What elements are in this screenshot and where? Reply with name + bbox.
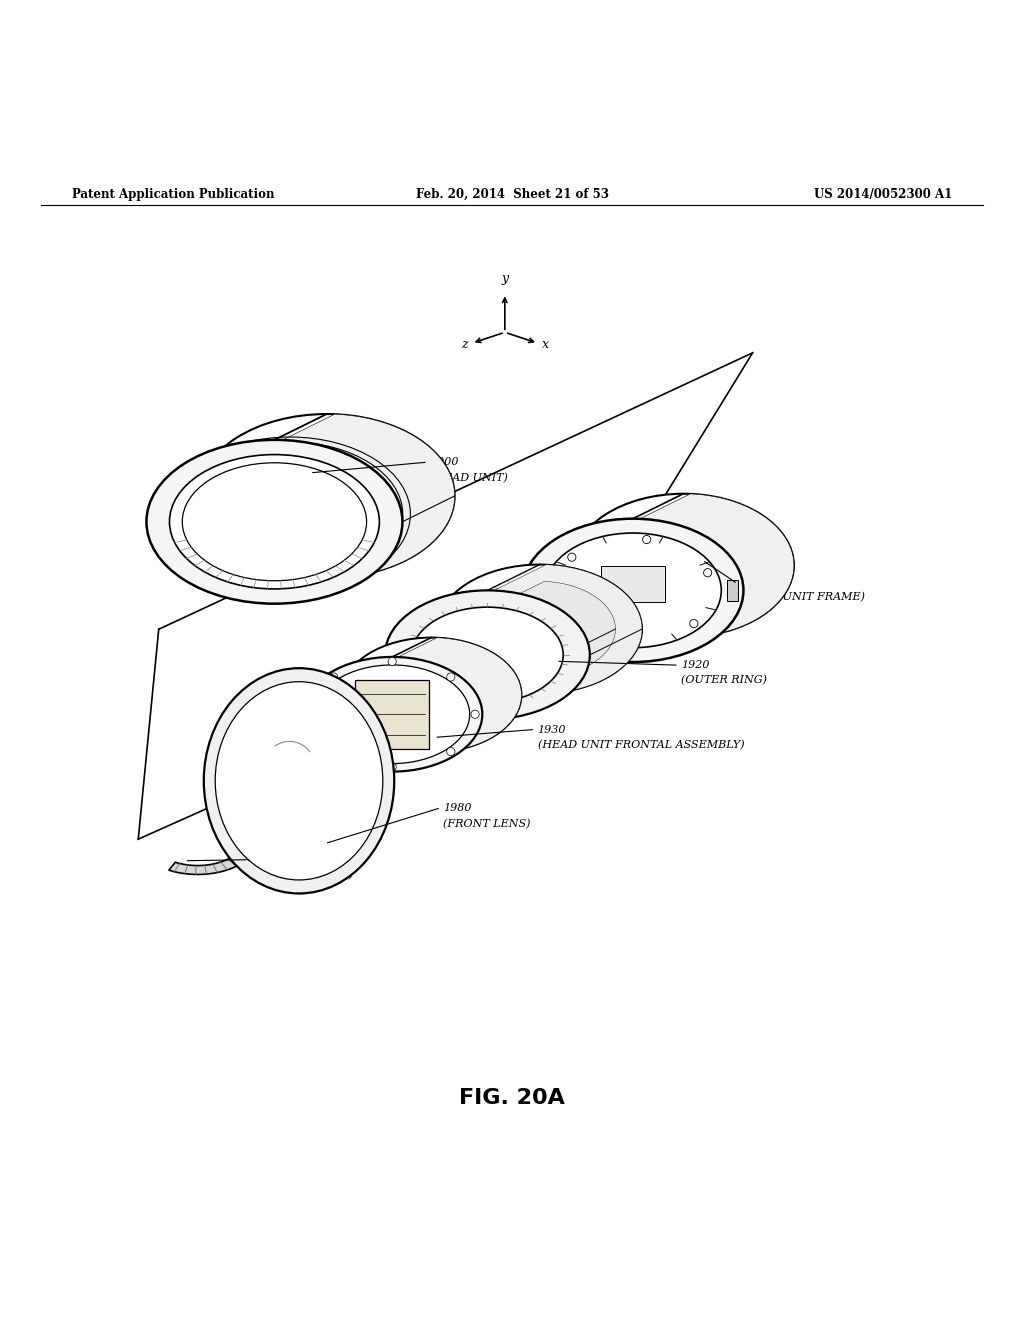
Polygon shape	[398, 638, 521, 771]
Text: 1930: 1930	[538, 725, 566, 735]
Polygon shape	[494, 565, 642, 719]
Bar	[727, 579, 738, 601]
Text: 1990: 1990	[254, 854, 283, 865]
Text: 1920: 1920	[681, 660, 710, 671]
Ellipse shape	[464, 581, 615, 677]
Text: z: z	[461, 338, 468, 351]
Circle shape	[388, 763, 396, 771]
Ellipse shape	[314, 665, 470, 763]
Text: 1900: 1900	[430, 457, 459, 467]
Polygon shape	[640, 494, 794, 661]
Text: (HEAD UNIT): (HEAD UNIT)	[430, 473, 508, 483]
Ellipse shape	[215, 681, 383, 880]
Ellipse shape	[545, 533, 721, 648]
Text: US 2014/0052300 A1: US 2014/0052300 A1	[814, 187, 952, 201]
Circle shape	[446, 673, 455, 681]
Circle shape	[643, 536, 651, 544]
Ellipse shape	[385, 590, 590, 719]
Circle shape	[554, 605, 562, 612]
Bar	[601, 566, 665, 602]
Polygon shape	[283, 414, 455, 603]
Text: Feb. 20, 2014  Sheet 21 of 53: Feb. 20, 2014 Sheet 21 of 53	[416, 187, 608, 201]
Circle shape	[446, 747, 455, 755]
Ellipse shape	[302, 657, 482, 772]
Circle shape	[690, 619, 698, 627]
Polygon shape	[493, 581, 615, 702]
Text: y: y	[502, 272, 508, 285]
Text: (FRONT LENS): (FRONT LENS)	[443, 818, 530, 829]
Ellipse shape	[182, 463, 367, 581]
Text: x: x	[542, 338, 549, 351]
Circle shape	[305, 710, 313, 718]
Circle shape	[703, 569, 712, 577]
Text: FIG. 20A: FIG. 20A	[459, 1088, 565, 1109]
Ellipse shape	[199, 414, 455, 578]
Circle shape	[567, 553, 575, 561]
Ellipse shape	[437, 565, 642, 693]
Polygon shape	[169, 851, 251, 874]
Circle shape	[388, 657, 396, 665]
Ellipse shape	[341, 638, 521, 752]
Bar	[355, 680, 429, 748]
Ellipse shape	[170, 454, 379, 589]
Circle shape	[330, 747, 338, 755]
Ellipse shape	[522, 519, 743, 663]
Text: 1980: 1980	[443, 804, 472, 813]
Circle shape	[614, 638, 623, 645]
Circle shape	[471, 710, 479, 718]
Ellipse shape	[572, 494, 794, 638]
Ellipse shape	[204, 668, 394, 894]
Text: (HEAD UNIT FRONTAL ASSEMBLY): (HEAD UNIT FRONTAL ASSEMBLY)	[538, 739, 744, 750]
Text: (HEAD UNIT FRAME): (HEAD UNIT FRAME)	[740, 593, 865, 603]
Text: (OUTER RING): (OUTER RING)	[681, 676, 767, 685]
Text: (FRONT GRILLE): (FRONT GRILLE)	[254, 870, 353, 880]
Ellipse shape	[412, 607, 563, 702]
Text: 1910: 1910	[740, 577, 769, 587]
Ellipse shape	[146, 440, 402, 603]
Text: Patent Application Publication: Patent Application Publication	[72, 187, 274, 201]
Circle shape	[330, 673, 338, 681]
